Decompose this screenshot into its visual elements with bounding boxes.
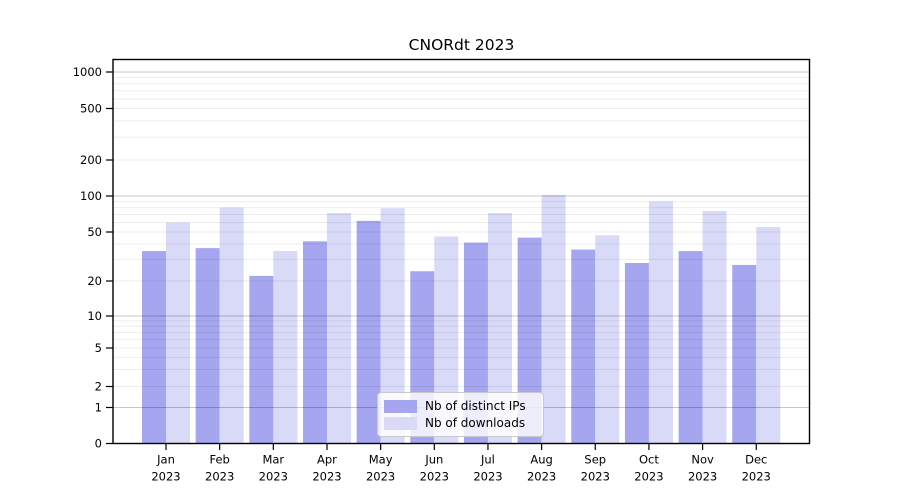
x-tick-label-month: Oct bbox=[639, 453, 659, 467]
bar-downloads-aug bbox=[541, 194, 566, 444]
x-tick-label-month: Jun bbox=[424, 453, 443, 467]
x-tick-label-month: Feb bbox=[209, 453, 229, 467]
x-tick-label-month: Jul bbox=[480, 453, 495, 467]
bar-downloads-dec bbox=[756, 227, 781, 444]
y-tick-label: 200 bbox=[80, 153, 102, 167]
legend-label-downloads: Nb of downloads bbox=[425, 416, 526, 430]
x-tick-label-year: 2023 bbox=[366, 470, 395, 484]
x-tick-label-year: 2023 bbox=[259, 470, 288, 484]
x-tick-label-year: 2023 bbox=[742, 470, 771, 484]
x-tick-label-year: 2023 bbox=[634, 470, 663, 484]
x-tick-label-month: Nov bbox=[691, 453, 714, 467]
bar-downloads-nov bbox=[702, 210, 727, 444]
bar-distinct-ips-feb bbox=[195, 248, 220, 444]
x-tick-label-month: Dec bbox=[745, 453, 767, 467]
x-tick-label-year: 2023 bbox=[151, 470, 180, 484]
bar-downloads-sep bbox=[595, 235, 620, 444]
bar-downloads-apr bbox=[326, 213, 351, 444]
bar-distinct-ips-sep bbox=[571, 249, 596, 444]
y-tick-label: 0 bbox=[95, 437, 102, 451]
y-tick-label: 1 bbox=[95, 401, 102, 415]
bar-distinct-ips-apr bbox=[302, 241, 327, 444]
bar-downloads-jan bbox=[166, 222, 190, 444]
x-tick-label-month: May bbox=[369, 453, 393, 467]
y-tick-label: 500 bbox=[80, 102, 102, 116]
y-tick-label: 5 bbox=[95, 341, 102, 355]
y-tick-label: 2 bbox=[95, 380, 102, 394]
legend-swatch-ips bbox=[384, 399, 417, 413]
y-tick-label: 1000 bbox=[73, 65, 102, 79]
x-tick-label-month: Apr bbox=[317, 453, 337, 467]
legend-item-distinct-ips: Nb of distinct IPs bbox=[384, 399, 543, 413]
legend: Nb of distinct IPs Nb of downloads bbox=[377, 392, 544, 437]
bar-distinct-ips-oct bbox=[624, 263, 649, 444]
x-tick-label-year: 2023 bbox=[688, 470, 717, 484]
x-tick-label-year: 2023 bbox=[473, 470, 502, 484]
x-tick-label-year: 2023 bbox=[420, 470, 449, 484]
bar-downloads-oct bbox=[648, 201, 673, 444]
bar-downloads-mar bbox=[273, 251, 298, 444]
axes-box bbox=[112, 58, 811, 445]
y-tick-label: 50 bbox=[87, 225, 102, 239]
y-tick-label: 20 bbox=[87, 274, 102, 288]
bar-distinct-ips-dec bbox=[732, 264, 757, 444]
x-tick-label-year: 2023 bbox=[205, 470, 234, 484]
bar-distinct-ips-nov bbox=[678, 251, 703, 444]
x-tick-label-year: 2023 bbox=[527, 470, 556, 484]
x-tick-label-month: Jan bbox=[156, 453, 175, 467]
x-tick-label-year: 2023 bbox=[312, 470, 341, 484]
x-tick-label-year: 2023 bbox=[581, 470, 610, 484]
bar-distinct-ips-may bbox=[356, 220, 381, 444]
x-tick-label-month: Sep bbox=[584, 453, 606, 467]
legend-label-ips: Nb of distinct IPs bbox=[425, 399, 526, 413]
legend-swatch-downloads bbox=[384, 416, 417, 430]
bar-distinct-ips-jan bbox=[142, 251, 166, 444]
y-tick-label: 100 bbox=[80, 189, 102, 203]
chart-title: CNORdt 2023 bbox=[408, 36, 515, 54]
y-tick-label: 10 bbox=[87, 309, 102, 323]
bar-distinct-ips-mar bbox=[249, 275, 274, 444]
legend-item-downloads: Nb of downloads bbox=[384, 416, 543, 430]
bar-downloads-feb bbox=[219, 207, 244, 444]
x-tick-label-month: Aug bbox=[530, 453, 552, 467]
x-tick-label-month: Mar bbox=[262, 453, 284, 467]
